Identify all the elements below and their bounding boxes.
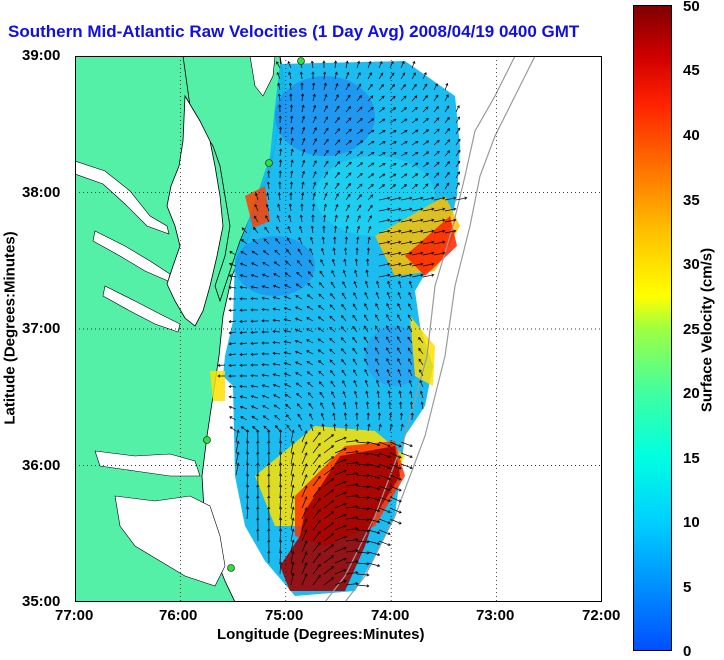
- x-tick-label: 77:00: [55, 607, 93, 624]
- station-marker: [204, 437, 211, 444]
- map-title: Southern Mid-Atlantic Raw Velocities (1 …: [8, 22, 579, 42]
- y-tick-label: 38:00: [22, 184, 60, 201]
- y-tick-label: 37:00: [22, 320, 60, 337]
- colorbar-tick-label: 50: [683, 0, 700, 15]
- x-tick-label: 72:00: [582, 607, 620, 624]
- x-tick-label: 76:00: [159, 607, 197, 624]
- colorbar-tick-label: 10: [683, 514, 700, 531]
- colorbar-title: Surface Velocity (cm/s): [699, 248, 716, 412]
- y-tick-label: 39:00: [22, 47, 60, 64]
- x-tick-label: 73:00: [476, 607, 514, 624]
- y-axis-title: Latitude (Degrees:Minutes): [2, 231, 19, 424]
- colorbar: [633, 5, 672, 651]
- station-marker: [266, 160, 273, 167]
- colorbar-tick-label: 45: [683, 62, 700, 79]
- y-tick-label: 36:00: [22, 457, 60, 474]
- colorbar-tick-label: 5: [683, 579, 691, 596]
- colorbar-tick-label: 40: [683, 127, 700, 144]
- x-axis-title: Longitude (Degrees:Minutes): [217, 626, 425, 643]
- station-marker: [228, 565, 235, 572]
- x-tick-label: 74:00: [371, 607, 409, 624]
- x-tick-label: 75:00: [265, 607, 303, 624]
- station-marker: [298, 58, 305, 65]
- map-plot-area: [75, 56, 602, 602]
- map-svg: [75, 56, 602, 602]
- colorbar-tick-label: 35: [683, 192, 700, 209]
- colorbar-tick-label: 20: [683, 385, 700, 402]
- colorbar-tick-label: 30: [683, 256, 700, 273]
- colorbar-tick-label: 25: [683, 321, 700, 338]
- colorbar-tick-label: 15: [683, 450, 700, 467]
- colorbar-tick-label: 0: [683, 643, 691, 660]
